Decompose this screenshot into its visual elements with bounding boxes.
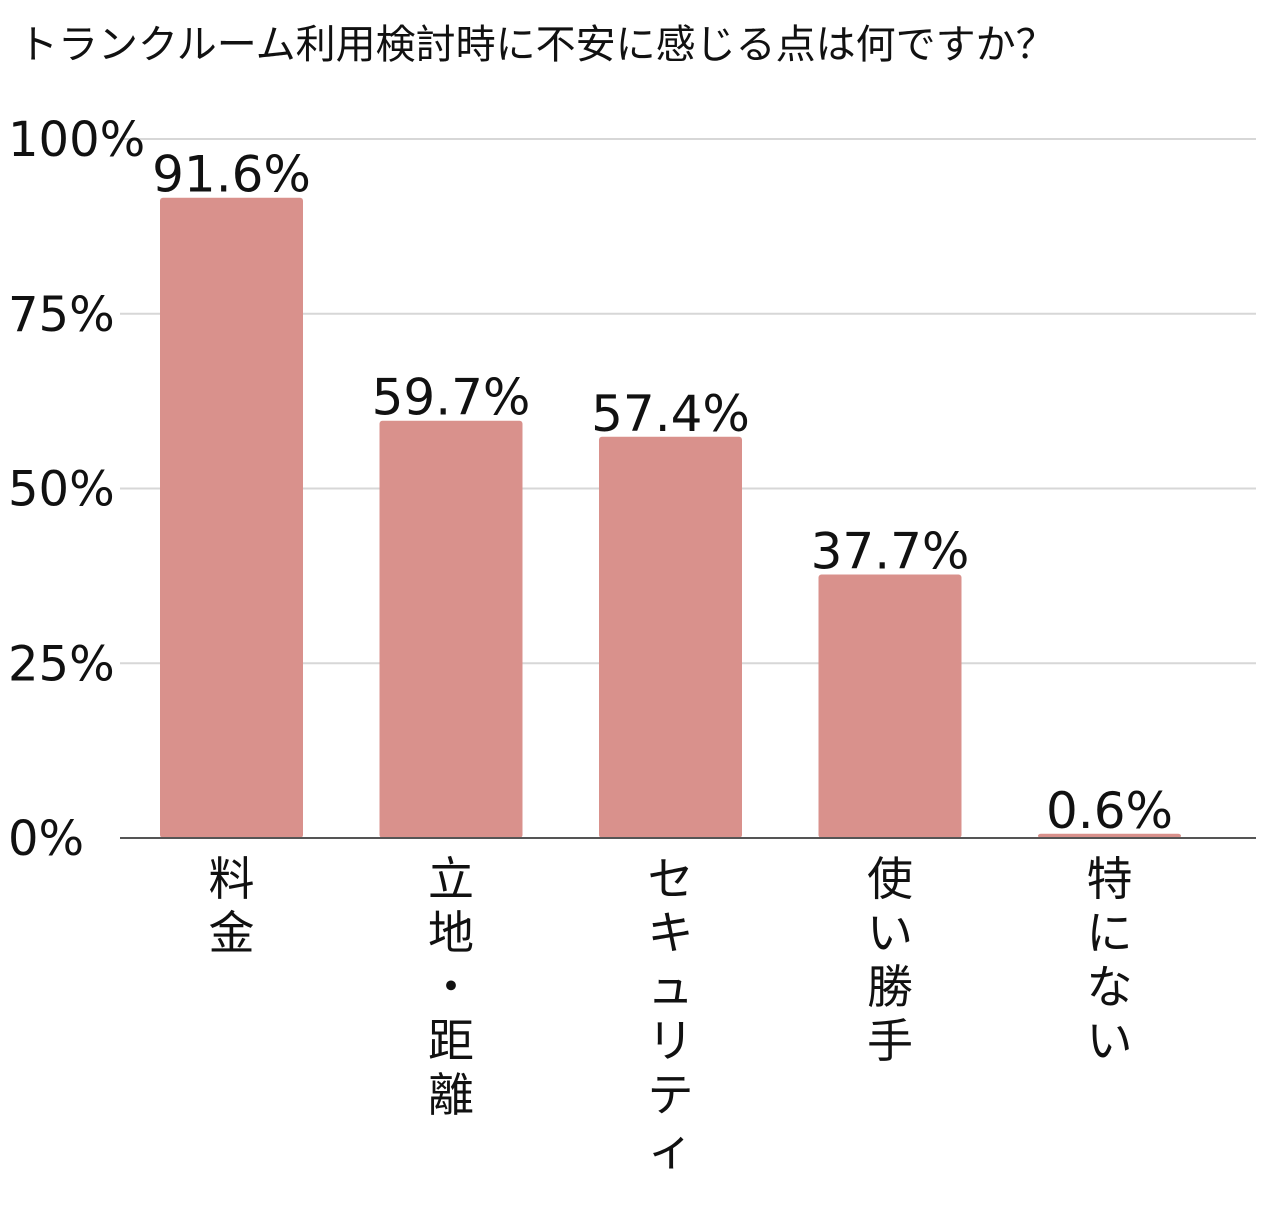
y-tick-label: 75% (8, 287, 115, 343)
y-tick-label: 25% (8, 636, 115, 692)
data-label: 0.6% (1046, 782, 1173, 840)
category-label: 立地・距離 (428, 852, 474, 1122)
bar (599, 436, 742, 838)
bar (1038, 833, 1181, 838)
bar (379, 420, 523, 838)
data-label: 37.7% (811, 522, 970, 580)
category-label: セキュリティ (648, 852, 694, 1176)
y-axis-tick-labels: 0% 25% 50% 75% 100% (8, 112, 145, 867)
data-label: 91.6% (152, 146, 311, 204)
data-labels: 91.6% 59.7% 57.4% 37.7% 0.6% (152, 146, 1173, 840)
category-label: 使い勝手 (867, 852, 913, 1068)
bar (160, 197, 303, 838)
category-labels: 料金 立地・距離 セキュリティ 使い勝手 特にない (209, 852, 1133, 1176)
bars (160, 197, 1181, 838)
chart-title: トランクルーム利用検討時に不安に感じる点は何ですか？ (18, 22, 1056, 68)
y-tick-label: 0% (8, 811, 84, 867)
data-label: 59.7% (372, 369, 531, 427)
category-label: 特にない (1087, 852, 1133, 1068)
data-label: 57.4% (591, 385, 750, 443)
y-tick-label: 50% (8, 462, 115, 518)
category-label: 料金 (209, 852, 255, 960)
bar (818, 574, 962, 838)
y-tick-label: 100% (8, 112, 145, 168)
